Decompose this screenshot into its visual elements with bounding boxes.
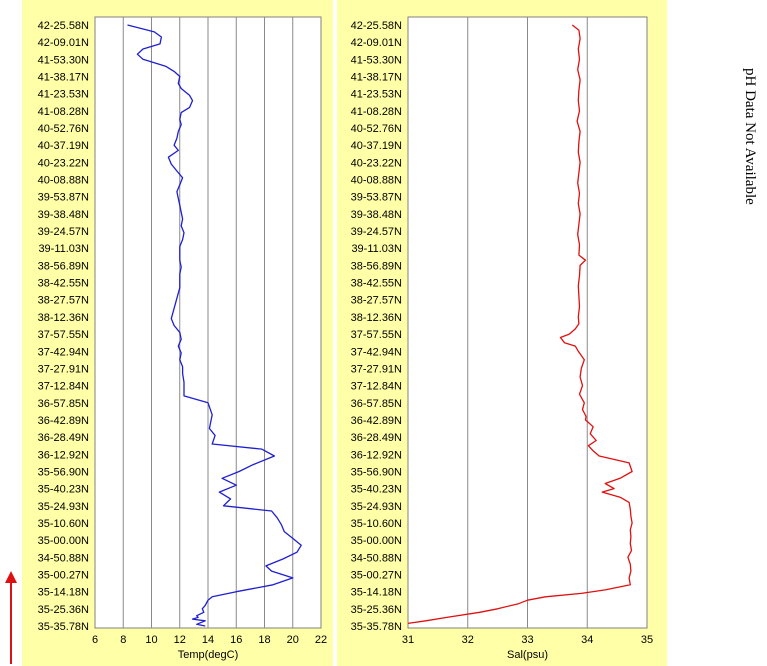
temp-y-tick-label: 35-56.90N <box>38 466 89 478</box>
temp-x-tick-label: 12 <box>174 634 186 646</box>
sal-y-tick-label: 38-27.57N <box>351 295 402 307</box>
temp-y-tick-label: 40-08.88N <box>38 175 89 187</box>
temp-y-tick-label: 39-53.87N <box>38 192 89 204</box>
temp-y-tick-label: 40-37.19N <box>38 140 89 152</box>
sal-y-tick-label: 37-27.91N <box>351 363 402 375</box>
temp-y-tick-label: 42-09.01N <box>38 37 89 49</box>
temp-y-tick-label: 39-24.57N <box>38 226 89 238</box>
temp-x-tick-label: 14 <box>202 634 214 646</box>
sal-y-tick-label: 37-42.94N <box>351 346 402 358</box>
sal-y-tick-label: 42-09.01N <box>351 37 402 49</box>
temp-x-tick-label: 18 <box>258 634 270 646</box>
temp-y-tick-label: 35-14.18N <box>38 587 89 599</box>
sal-y-tick-label: 41-08.28N <box>351 106 402 118</box>
temp-y-tick-label: 36-12.92N <box>38 449 89 461</box>
sal-chart: 31 32 33 34 35 42-25.58N 42-09.01N 41-53.30N 41-… <box>351 16 653 661</box>
chart-layer: 6 8 10 12 14 16 18 20 22 42-25.58N 42-09.01N 41-53.… <box>38 16 653 661</box>
sal-y-tick-label: 41-38.17N <box>351 72 402 84</box>
temp-y-tick-label: 37-12.84N <box>38 381 89 393</box>
temp-y-tick-label: 37-57.55N <box>38 329 89 341</box>
sal-series-line <box>407 24 633 625</box>
sal-x-tick-label: 31 <box>402 634 414 646</box>
sal-y-tick-label: 42-25.58N <box>351 20 402 32</box>
sal-x-axis-label: Sal(psu) <box>507 649 548 661</box>
sal-x-tick-label: 34 <box>581 634 593 646</box>
temp-y-tick-label: 37-42.94N <box>38 346 89 358</box>
sal-y-tick-label: 40-08.88N <box>351 175 402 187</box>
temp-y-tick-label: 42-25.58N <box>38 20 89 32</box>
sal-y-tick-label: 40-23.22N <box>351 157 402 169</box>
sal-y-tick-label: 39-11.03N <box>351 243 402 255</box>
temp-x-tick-label: 16 <box>230 634 242 646</box>
temp-x-tick-label: 10 <box>145 634 157 646</box>
sal-x-tick-label: 32 <box>462 634 474 646</box>
temp-x-tick-label: 6 <box>92 634 98 646</box>
ph-unavailable-note: pH Data Not Available <box>738 68 758 268</box>
temp-series-line <box>127 24 302 627</box>
sal-y-tick-label: 35-00.00N <box>351 535 402 547</box>
sal-y-tick-label: 36-28.49N <box>351 432 402 444</box>
sal-y-tick-label: 41-23.53N <box>351 89 402 101</box>
sal-y-tick-label: 35-56.90N <box>351 466 402 478</box>
sal-y-tick-label: 36-12.92N <box>351 449 402 461</box>
temp-y-tick-label: 38-27.57N <box>38 295 89 307</box>
temp-y-tick-label: 41-08.28N <box>38 106 89 118</box>
temp-y-tick-label: 36-57.85N <box>38 398 89 410</box>
sal-y-tick-label: 39-38.48N <box>351 209 402 221</box>
ph-note-text: pH Data Not Available <box>742 68 758 205</box>
temp-y-tick-label: 37-27.91N <box>38 363 89 375</box>
temp-y-tick-label: 35-25.36N <box>38 604 89 616</box>
temp-y-tick-label: 40-23.22N <box>38 157 89 169</box>
sal-y-tick-label: 37-57.55N <box>351 329 402 341</box>
temp-y-tick-label: 41-53.30N <box>38 54 89 66</box>
sal-x-tick-label: 35 <box>641 634 653 646</box>
sal-y-tick-label: 38-42.55N <box>351 278 402 290</box>
sal-y-tick-label: 35-00.27N <box>351 569 402 581</box>
temp-x-axis-label: Temp(degC) <box>178 649 239 661</box>
temp-x-tick-label: 8 <box>120 634 126 646</box>
sal-y-tick-label: 39-24.57N <box>351 226 402 238</box>
temp-y-tick-label: 34-50.88N <box>38 552 89 564</box>
temp-y-tick-label: 38-56.89N <box>38 260 89 272</box>
sal-y-tick-label: 36-42.89N <box>351 415 402 427</box>
temp-y-tick-label: 38-12.36N <box>38 312 89 324</box>
sal-y-tick-label: 40-52.76N <box>351 123 402 135</box>
temp-y-tick-label: 35-24.93N <box>38 501 89 513</box>
direction-arrow-icon <box>5 571 17 664</box>
temp-y-tick-label: 36-28.49N <box>38 432 89 444</box>
sal-y-tick-label: 35-10.60N <box>351 518 402 530</box>
sal-x-tick-label: 33 <box>521 634 533 646</box>
temp-y-tick-label: 41-23.53N <box>38 89 89 101</box>
sal-y-tick-label: 38-56.89N <box>351 260 402 272</box>
temp-x-tick-label: 22 <box>315 634 327 646</box>
sal-y-tick-label: 40-37.19N <box>351 140 402 152</box>
temp-y-tick-label: 35-10.60N <box>38 518 89 530</box>
temp-y-tick-label: 39-38.48N <box>38 209 89 221</box>
sal-y-tick-label: 34-50.88N <box>351 552 402 564</box>
sal-y-tick-label: 35-40.23N <box>351 484 402 496</box>
temp-y-tick-label: 35-00.27N <box>38 569 89 581</box>
sal-y-tick-label: 41-53.30N <box>351 54 402 66</box>
temp-y-tick-label: 40-52.76N <box>38 123 89 135</box>
temp-y-tick-label: 38-42.55N <box>38 278 89 290</box>
temp-x-tick-label: 20 <box>287 634 299 646</box>
sal-y-tick-label: 38-12.36N <box>351 312 402 324</box>
sal-y-tick-label: 36-57.85N <box>351 398 402 410</box>
temp-y-tick-label: 41-38.17N <box>38 72 89 84</box>
sal-y-tick-label: 35-24.93N <box>351 501 402 513</box>
sal-y-tick-label: 39-53.87N <box>351 192 402 204</box>
sal-y-tick-label: 35-14.18N <box>351 587 402 599</box>
sal-y-tick-label: 37-12.84N <box>351 381 402 393</box>
temp-y-tick-label: 36-42.89N <box>38 415 89 427</box>
temp-y-tick-label: 35-35.78N <box>38 621 89 633</box>
sal-y-tick-label: 35-25.36N <box>351 604 402 616</box>
sal-y-tick-label: 35-35.78N <box>351 621 402 633</box>
temp-y-tick-label: 35-40.23N <box>38 484 89 496</box>
temp-y-tick-label: 35-00.00N <box>38 535 89 547</box>
temp-chart: 6 8 10 12 14 16 18 20 22 42-25.58N 42-09.01N 41-53.… <box>38 16 327 661</box>
temp-y-tick-label: 39-11.03N <box>38 243 89 255</box>
